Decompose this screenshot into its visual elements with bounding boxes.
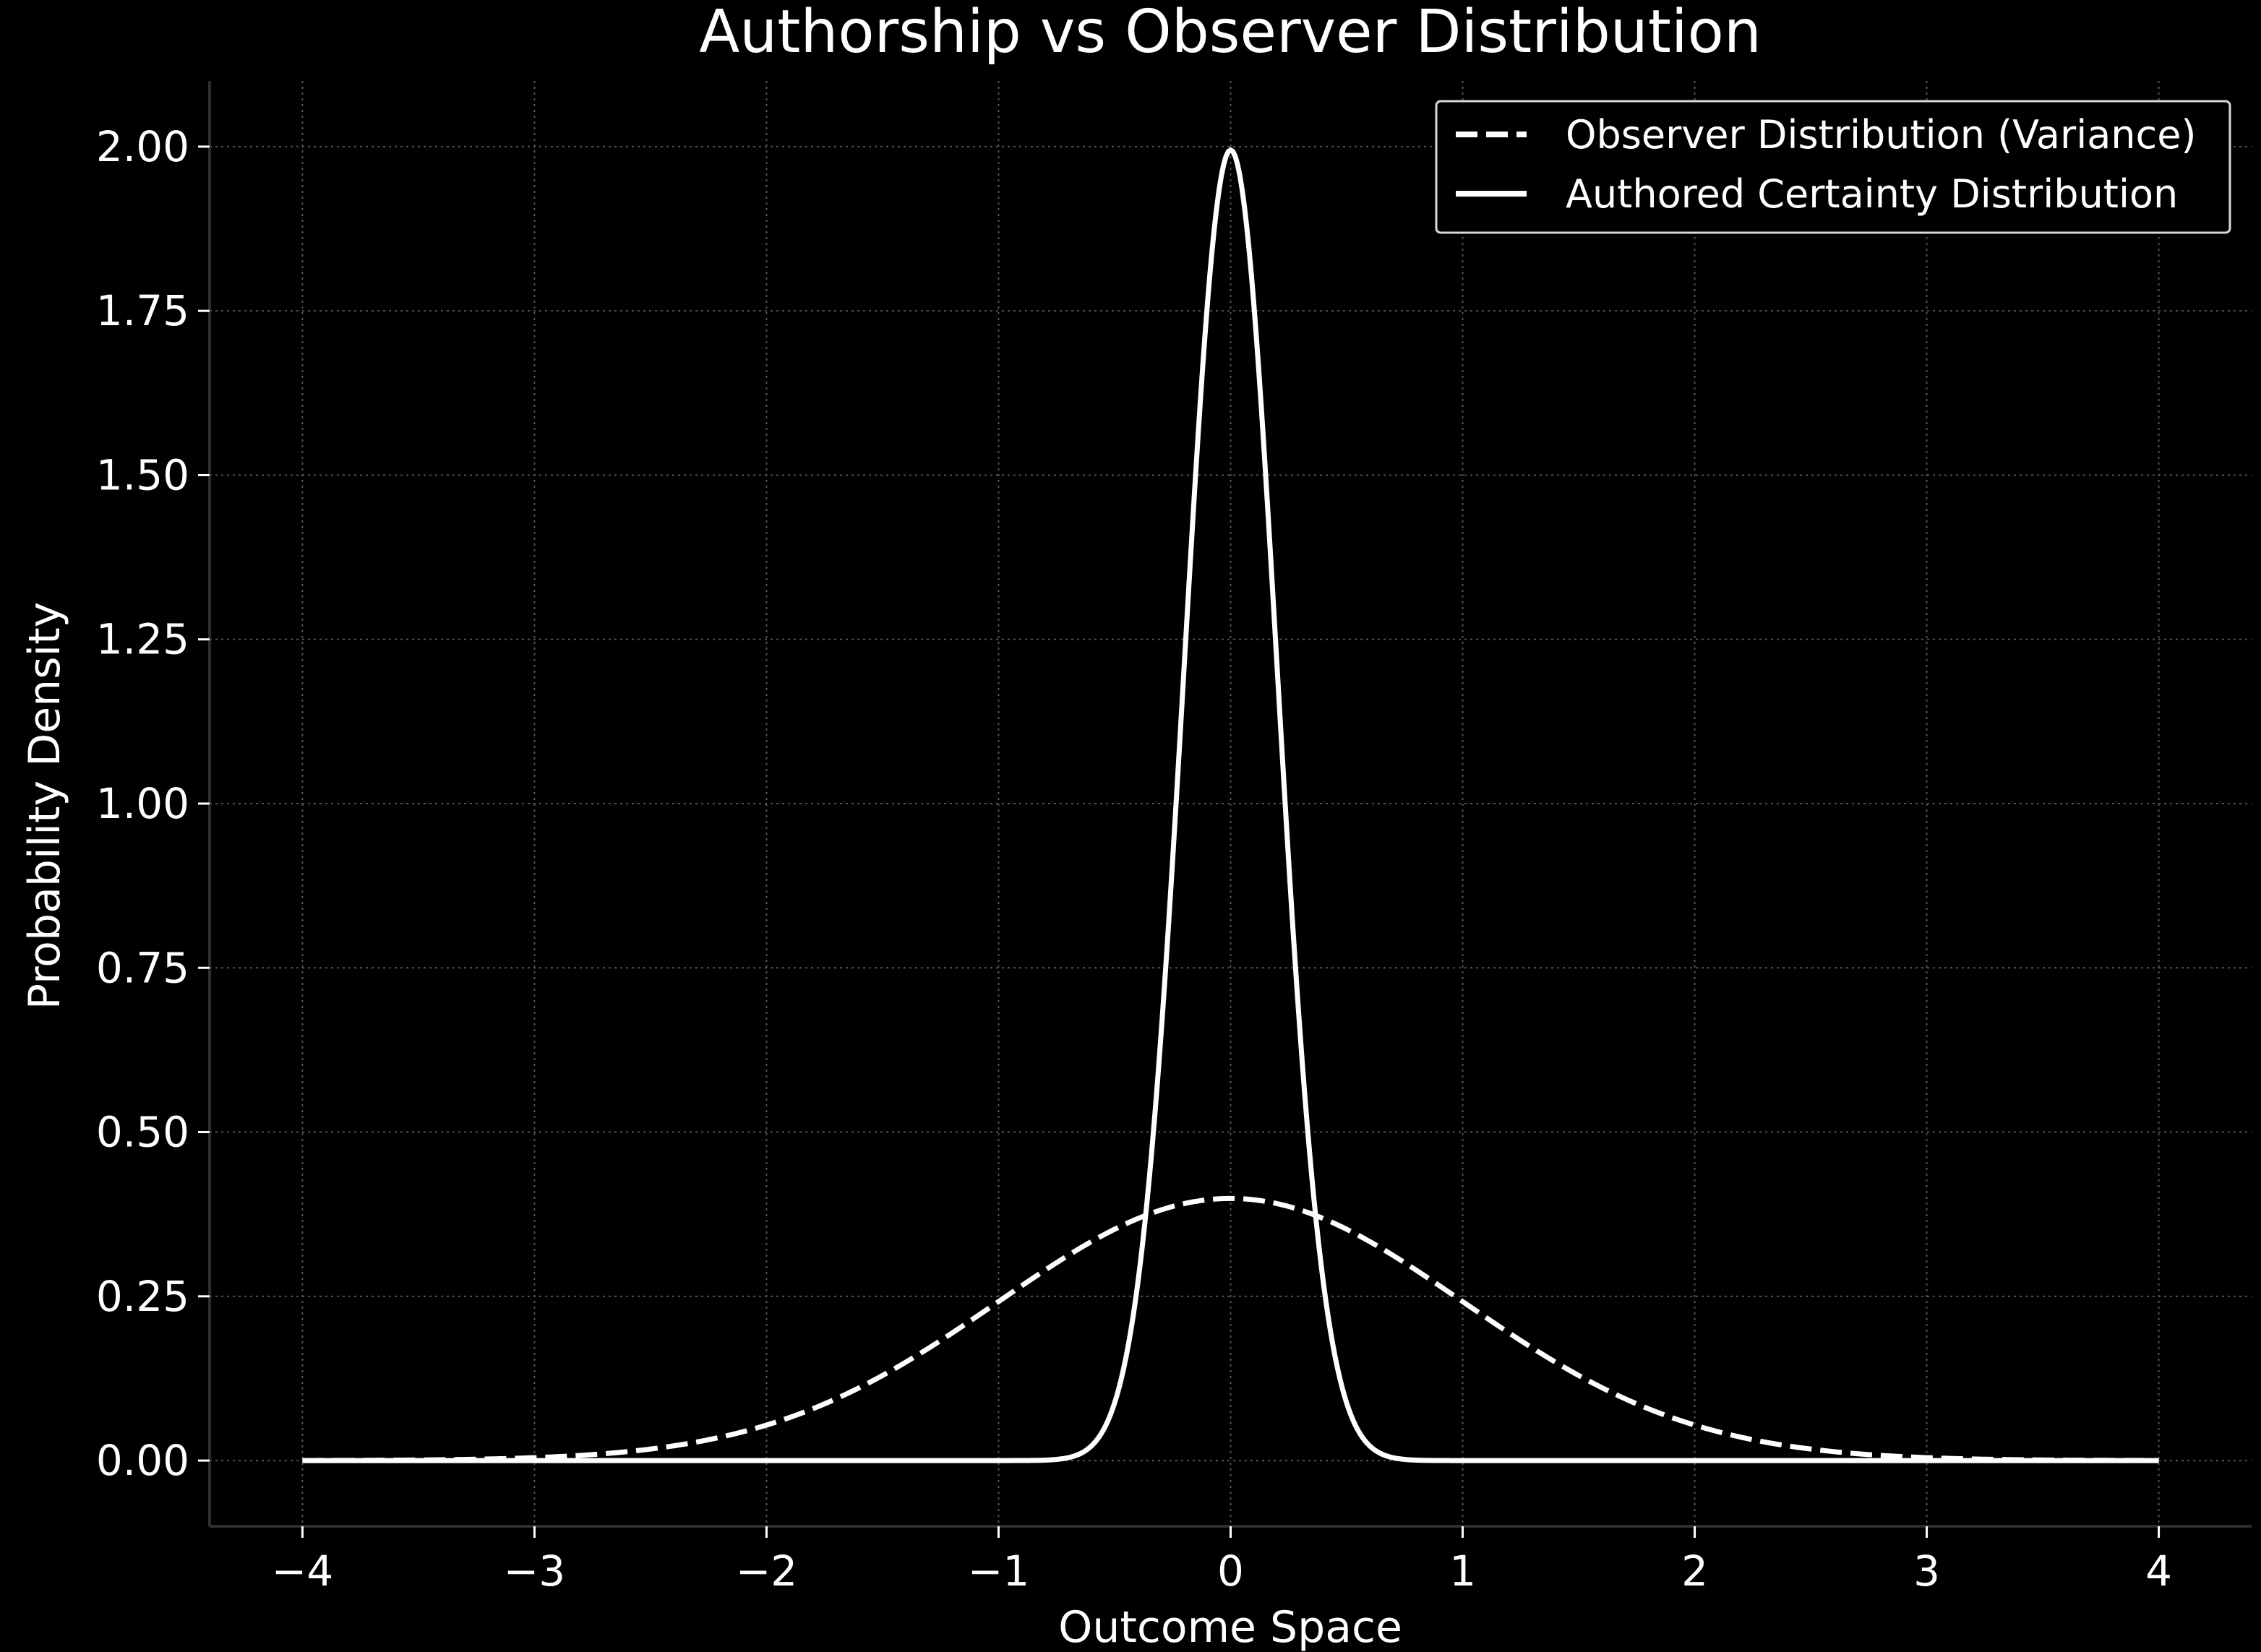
series-observer-line xyxy=(302,1195,2159,1463)
x-tick-label: 4 xyxy=(2145,1546,2172,1596)
x-tick-label: 3 xyxy=(1913,1546,1940,1596)
legend: Observer Distribution (Variance) Authore… xyxy=(1435,100,2231,234)
legend-label-authored: Authored Certainty Distribution xyxy=(1566,171,2178,217)
y-tick-label: 1.75 xyxy=(96,286,189,335)
chart-title: Authorship vs Observer Distribution xyxy=(699,0,1762,66)
y-tick-label: 0.75 xyxy=(96,943,189,992)
y-tick-label: 1.25 xyxy=(96,615,189,664)
tick-labels: −4 −3 −2 −1 0 1 2 3 4 0.00 0.25 0.50 0.75 1.00 1.25 1.5… xyxy=(96,122,2172,1596)
series-layer xyxy=(302,147,2159,1463)
y-tick-label: 1.50 xyxy=(96,450,189,499)
y-tick-label: 0.25 xyxy=(96,1272,189,1321)
x-axis-title: Outcome Space xyxy=(1058,1602,1402,1652)
x-tick-label: 2 xyxy=(1681,1546,1708,1596)
x-tick-label: −4 xyxy=(272,1546,334,1596)
y-axis-title: Probability Density xyxy=(20,602,70,1010)
y-tick-label: 0.00 xyxy=(96,1436,189,1485)
y-tick-label: 0.50 xyxy=(96,1108,189,1157)
x-tick-label: 1 xyxy=(1449,1546,1476,1596)
y-tick-label: 2.00 xyxy=(96,122,189,171)
legend-frame xyxy=(1435,100,2231,234)
x-tick-label: −1 xyxy=(968,1546,1030,1596)
x-tick-label: 0 xyxy=(1217,1546,1244,1596)
series-authored-line xyxy=(302,147,2159,1463)
x-tick-label: −2 xyxy=(736,1546,798,1596)
x-tick-label: −3 xyxy=(504,1546,566,1596)
legend-label-observer: Observer Distribution (Variance) xyxy=(1566,112,2197,158)
y-tick-label: 1.00 xyxy=(96,779,189,828)
